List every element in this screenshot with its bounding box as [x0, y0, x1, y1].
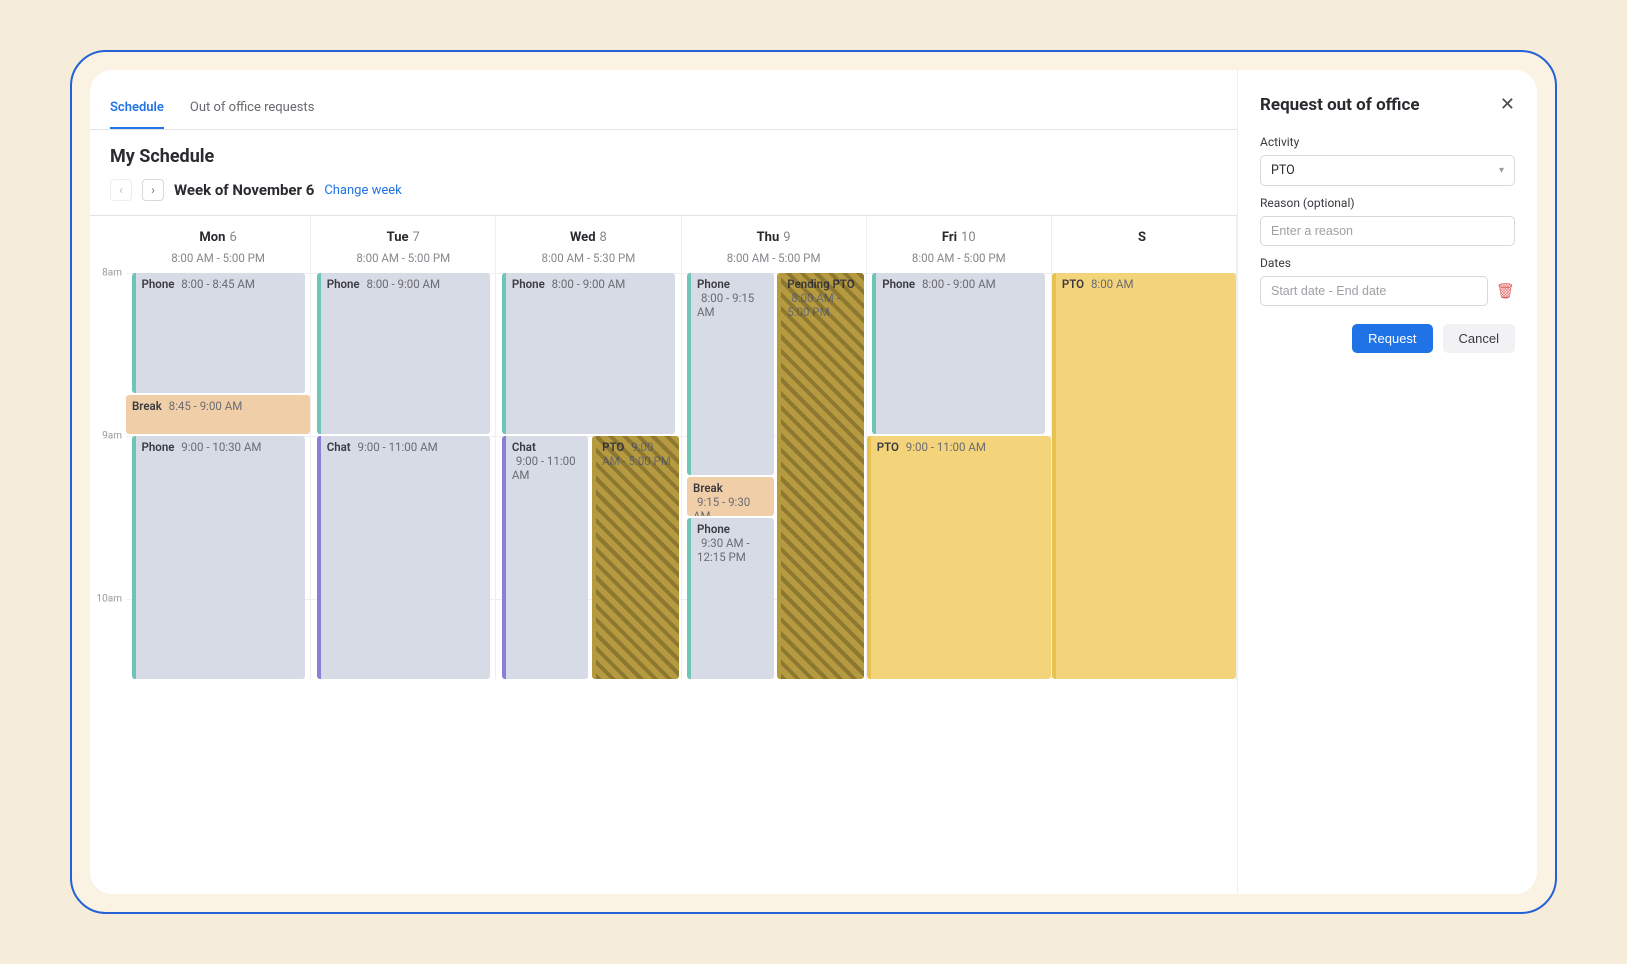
main-area: Schedule Out of office requests My Sched…: [90, 70, 1237, 894]
schedule-event[interactable]: Pending PTO8:00 AM - 5:00 PM: [777, 273, 864, 679]
schedule-event[interactable]: Phone 8:00 - 9:00 AM: [317, 273, 490, 434]
schedule-event[interactable]: Phone 8:00 - 8:45 AM: [132, 273, 305, 393]
reason-label: Reason (optional): [1260, 196, 1515, 210]
cancel-button[interactable]: Cancel: [1443, 324, 1515, 353]
schedule-event[interactable]: PTO 9:00 - 11:00 AM: [867, 436, 1051, 679]
dates-label: Dates: [1260, 256, 1515, 270]
day-header: Mon6 8:00 AM - 5:00 PM: [126, 216, 310, 273]
day-header: Thu9 8:00 AM - 5:00 PM: [682, 216, 866, 273]
schedule-event[interactable]: Phone 8:00 - 9:00 AM: [872, 273, 1045, 434]
tab-ooo-requests[interactable]: Out of office requests: [190, 100, 314, 129]
outer-frame: Schedule Out of office requests My Sched…: [70, 50, 1557, 914]
activity-select[interactable]: PTO ▾: [1260, 155, 1515, 186]
dates-input[interactable]: [1260, 276, 1488, 306]
week-label: Week of November 6: [174, 181, 314, 199]
page-title: My Schedule: [110, 146, 1217, 167]
schedule-event[interactable]: Phone 9:00 - 10:30 AM: [132, 436, 305, 679]
day-header: Tue7 8:00 AM - 5:00 PM: [311, 216, 495, 273]
tab-schedule[interactable]: Schedule: [110, 100, 164, 129]
day-header: Wed8 8:00 AM - 5:30 PM: [496, 216, 680, 273]
reason-input[interactable]: [1260, 216, 1515, 246]
calendar-grid: 8am9am10am Phone 8:00 - 8:45 AMBreak 8:4…: [90, 273, 1237, 681]
week-navigator: ‹ › Week of November 6 Change week: [90, 173, 1237, 215]
prev-week-button[interactable]: ‹: [110, 179, 132, 201]
schedule-event[interactable]: Chat 9:00 - 11:00 AM: [317, 436, 490, 679]
request-button[interactable]: Request: [1352, 324, 1432, 353]
change-week-link[interactable]: Change week: [324, 183, 401, 198]
close-icon[interactable]: ✕: [1500, 94, 1515, 115]
ooo-request-panel: Request out of office ✕ Activity PTO ▾ R…: [1237, 70, 1537, 894]
panel-title: Request out of office: [1260, 95, 1420, 115]
schedule-event[interactable]: Phone8:00 - 9:15 AM: [687, 273, 774, 475]
tabs: Schedule Out of office requests: [90, 100, 1237, 130]
app-window: Schedule Out of office requests My Sched…: [90, 70, 1537, 894]
activity-value: PTO: [1271, 163, 1295, 178]
day-header: Fri10 8:00 AM - 5:00 PM: [867, 216, 1051, 273]
next-week-button[interactable]: ›: [142, 179, 164, 201]
activity-label: Activity: [1260, 135, 1515, 149]
schedule-event[interactable]: Break9:15 - 9:30 AM: [687, 477, 774, 516]
schedule-event[interactable]: PTO 9:00 AM - 5:00 PM: [592, 436, 679, 679]
schedule-event[interactable]: Phone9:30 AM - 12:15 PM: [687, 518, 774, 679]
schedule-event[interactable]: Phone 8:00 - 9:00 AM: [502, 273, 675, 434]
schedule-event[interactable]: PTO 8:00 AM: [1052, 273, 1236, 679]
chevron-down-icon: ▾: [1499, 165, 1504, 176]
trash-icon[interactable]: 🗑: [1496, 282, 1515, 300]
calendar: Mon6 8:00 AM - 5:00 PM Tue7 8:00 AM - 5:…: [90, 215, 1237, 273]
schedule-event[interactable]: Chat9:00 - 11:00 AM: [502, 436, 589, 679]
day-header: S: [1052, 216, 1236, 259]
schedule-event[interactable]: Break 8:45 - 9:00 AM: [126, 395, 310, 434]
